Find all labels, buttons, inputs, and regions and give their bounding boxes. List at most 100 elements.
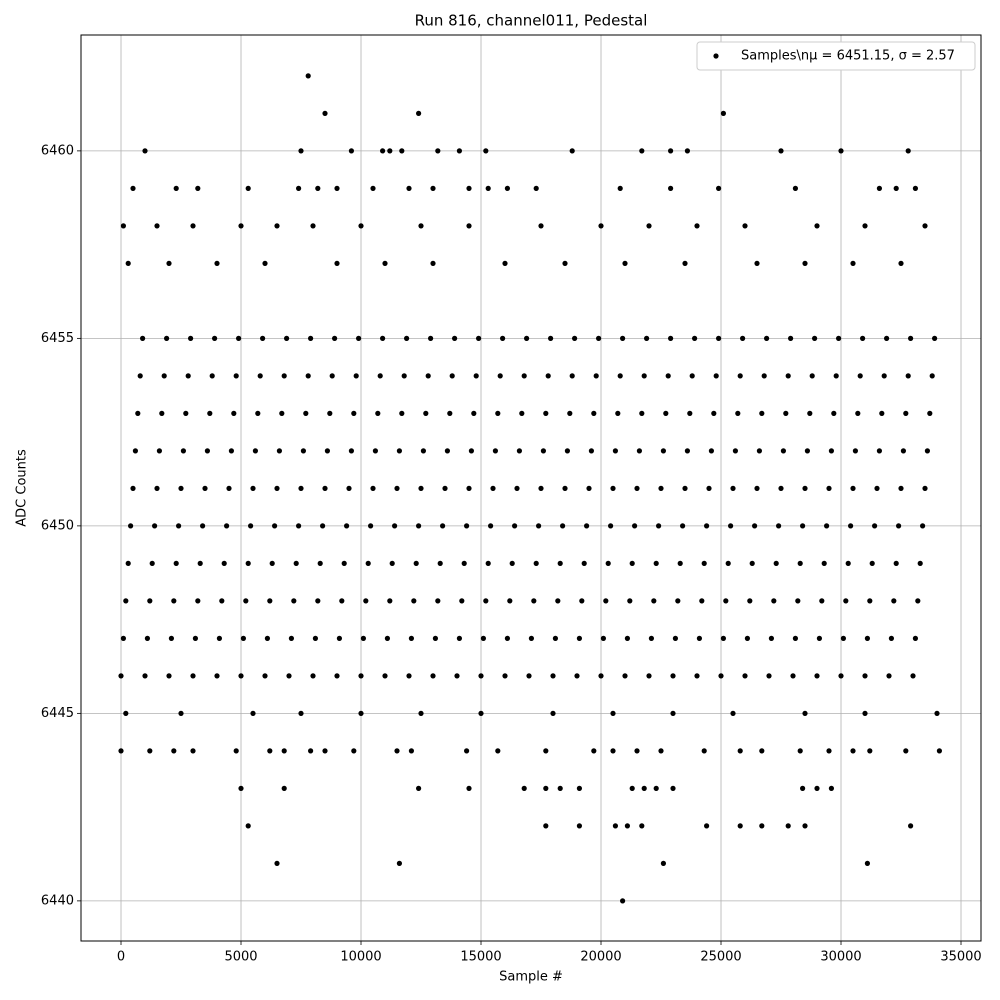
point (284, 335, 290, 341)
point (255, 410, 261, 416)
point (591, 410, 597, 416)
point (572, 335, 578, 341)
point (728, 523, 734, 529)
point (764, 335, 770, 341)
point (348, 448, 355, 454)
point (730, 485, 736, 491)
point (204, 448, 211, 454)
point (617, 373, 623, 379)
point (432, 635, 439, 641)
point (329, 373, 335, 379)
point (812, 335, 818, 341)
point (802, 710, 808, 716)
point (483, 148, 489, 154)
point (670, 785, 676, 791)
point (377, 373, 383, 379)
point (120, 223, 127, 229)
point (845, 560, 851, 566)
point (668, 148, 674, 154)
point (617, 185, 623, 191)
point (274, 223, 280, 229)
point (298, 148, 304, 154)
point (718, 673, 724, 679)
point (478, 710, 484, 716)
point (370, 185, 376, 191)
point (495, 748, 501, 754)
point (286, 673, 292, 679)
point (351, 410, 357, 416)
point (504, 185, 511, 191)
point (831, 410, 837, 416)
point (780, 448, 787, 454)
point (735, 410, 741, 416)
point (221, 560, 227, 566)
point (396, 448, 403, 454)
point (824, 523, 830, 529)
point (694, 223, 700, 229)
x-tick-label: 25000 (700, 950, 741, 965)
point (819, 598, 825, 604)
point (195, 185, 201, 191)
point (310, 223, 316, 229)
point (860, 335, 866, 341)
legend-label: Samples\nμ = 6451.15, σ = 2.57 (741, 49, 955, 64)
point (876, 185, 883, 191)
point (737, 373, 743, 379)
point (795, 598, 801, 604)
point (435, 148, 441, 154)
point (932, 335, 938, 341)
point (610, 748, 616, 754)
point (298, 485, 304, 491)
point (197, 560, 203, 566)
point (620, 335, 626, 341)
point (358, 673, 364, 679)
point (123, 710, 129, 716)
point (641, 373, 647, 379)
point (675, 598, 681, 604)
point (288, 635, 295, 641)
point (540, 448, 547, 454)
point (596, 335, 602, 341)
point (929, 373, 935, 379)
point (574, 673, 580, 679)
point (560, 523, 566, 529)
point (353, 373, 359, 379)
point (620, 898, 626, 904)
point (118, 673, 124, 679)
point (281, 785, 287, 791)
point (922, 485, 928, 491)
point (425, 373, 431, 379)
point (586, 485, 592, 491)
point (636, 448, 643, 454)
point (917, 560, 923, 566)
point (404, 335, 410, 341)
point (125, 560, 131, 566)
point (584, 523, 590, 529)
point (351, 748, 357, 754)
point (291, 598, 297, 604)
point (876, 448, 883, 454)
point (656, 523, 662, 529)
point (500, 335, 506, 341)
point (140, 335, 146, 341)
point (142, 673, 148, 679)
point (555, 598, 561, 604)
point (365, 560, 371, 566)
point (274, 860, 280, 866)
point (704, 523, 710, 529)
point (612, 448, 619, 454)
point (682, 485, 688, 491)
point (622, 673, 628, 679)
point (826, 748, 832, 754)
point (152, 523, 158, 529)
point (624, 635, 631, 641)
point (519, 410, 525, 416)
point (430, 185, 436, 191)
point (629, 560, 635, 566)
point (912, 635, 919, 641)
point (399, 410, 405, 416)
point (406, 673, 412, 679)
point (370, 485, 376, 491)
point (526, 673, 532, 679)
point (202, 485, 208, 491)
